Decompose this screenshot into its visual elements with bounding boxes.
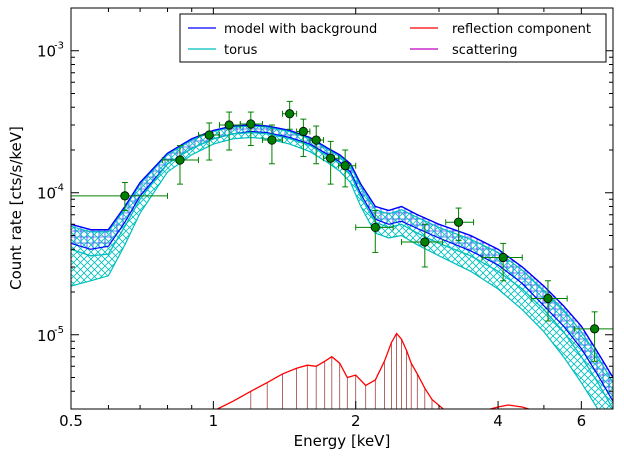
data-marker xyxy=(370,222,380,233)
data-marker xyxy=(267,135,277,145)
data-marker xyxy=(298,126,308,137)
data-point xyxy=(161,145,199,185)
data-marker xyxy=(285,109,295,119)
data-point xyxy=(239,111,263,147)
data-marker xyxy=(340,161,350,171)
plot-frame xyxy=(70,7,614,410)
data-marker xyxy=(453,217,464,227)
data-marker xyxy=(175,155,185,165)
data-point xyxy=(355,209,394,253)
series-line-reflection-component xyxy=(217,332,531,409)
legend: model with background reflection compone… xyxy=(179,13,607,63)
plot-area xyxy=(71,100,613,409)
legend-label-model: model with background xyxy=(224,22,377,37)
data-points xyxy=(71,100,613,362)
x-tick-label: 0.5 xyxy=(59,412,83,430)
tick-labels: 0.5 1 2 4 610-510-410-3 xyxy=(37,41,586,430)
x-tick-label: 4 xyxy=(493,412,503,430)
data-point xyxy=(261,124,283,165)
data-point xyxy=(281,100,298,130)
legend-box xyxy=(179,13,607,63)
data-point xyxy=(530,280,568,322)
data-point xyxy=(197,122,220,161)
data-marker xyxy=(204,130,214,140)
legend-label-scattering: scattering xyxy=(452,43,518,58)
data-marker xyxy=(326,153,336,163)
legend-label-reflection: reflection component xyxy=(452,22,591,37)
uncertainty-bands xyxy=(71,125,613,409)
x-axis-label: Energy [keV] xyxy=(294,432,391,450)
data-marker xyxy=(543,293,553,304)
data-point xyxy=(338,149,357,188)
data-point xyxy=(481,242,523,282)
data-marker xyxy=(589,324,600,334)
data-marker xyxy=(224,120,234,130)
data-point xyxy=(218,111,241,151)
data-point xyxy=(401,223,443,268)
data-marker xyxy=(420,237,430,247)
data-point xyxy=(309,125,325,165)
data-point xyxy=(296,118,311,157)
data-point xyxy=(71,182,169,211)
y-tick-label: 10 xyxy=(37,43,56,61)
x-tick-label: 6 xyxy=(577,412,587,430)
y-tick-label: 10 xyxy=(37,185,56,203)
y-tick-label: 10 xyxy=(37,327,56,345)
data-marker xyxy=(246,119,256,129)
band-torus xyxy=(71,126,613,409)
data-point xyxy=(323,140,340,185)
x-tick-label: 2 xyxy=(351,412,361,430)
y-axis-label: Count rate [cts/s/keV] xyxy=(7,126,25,290)
y-tick-exponent: -4 xyxy=(54,183,64,194)
data-marker xyxy=(498,252,508,263)
data-marker xyxy=(311,135,321,145)
data-point xyxy=(445,207,475,242)
data-marker xyxy=(120,191,130,201)
x-tick-label: 1 xyxy=(209,412,219,430)
plot-background xyxy=(71,8,613,409)
axis-ticks xyxy=(70,7,614,410)
y-tick-exponent: -5 xyxy=(54,325,64,336)
data-point xyxy=(573,311,613,362)
y-tick-exponent: -3 xyxy=(54,41,64,52)
legend-label-torus: torus xyxy=(224,43,258,58)
